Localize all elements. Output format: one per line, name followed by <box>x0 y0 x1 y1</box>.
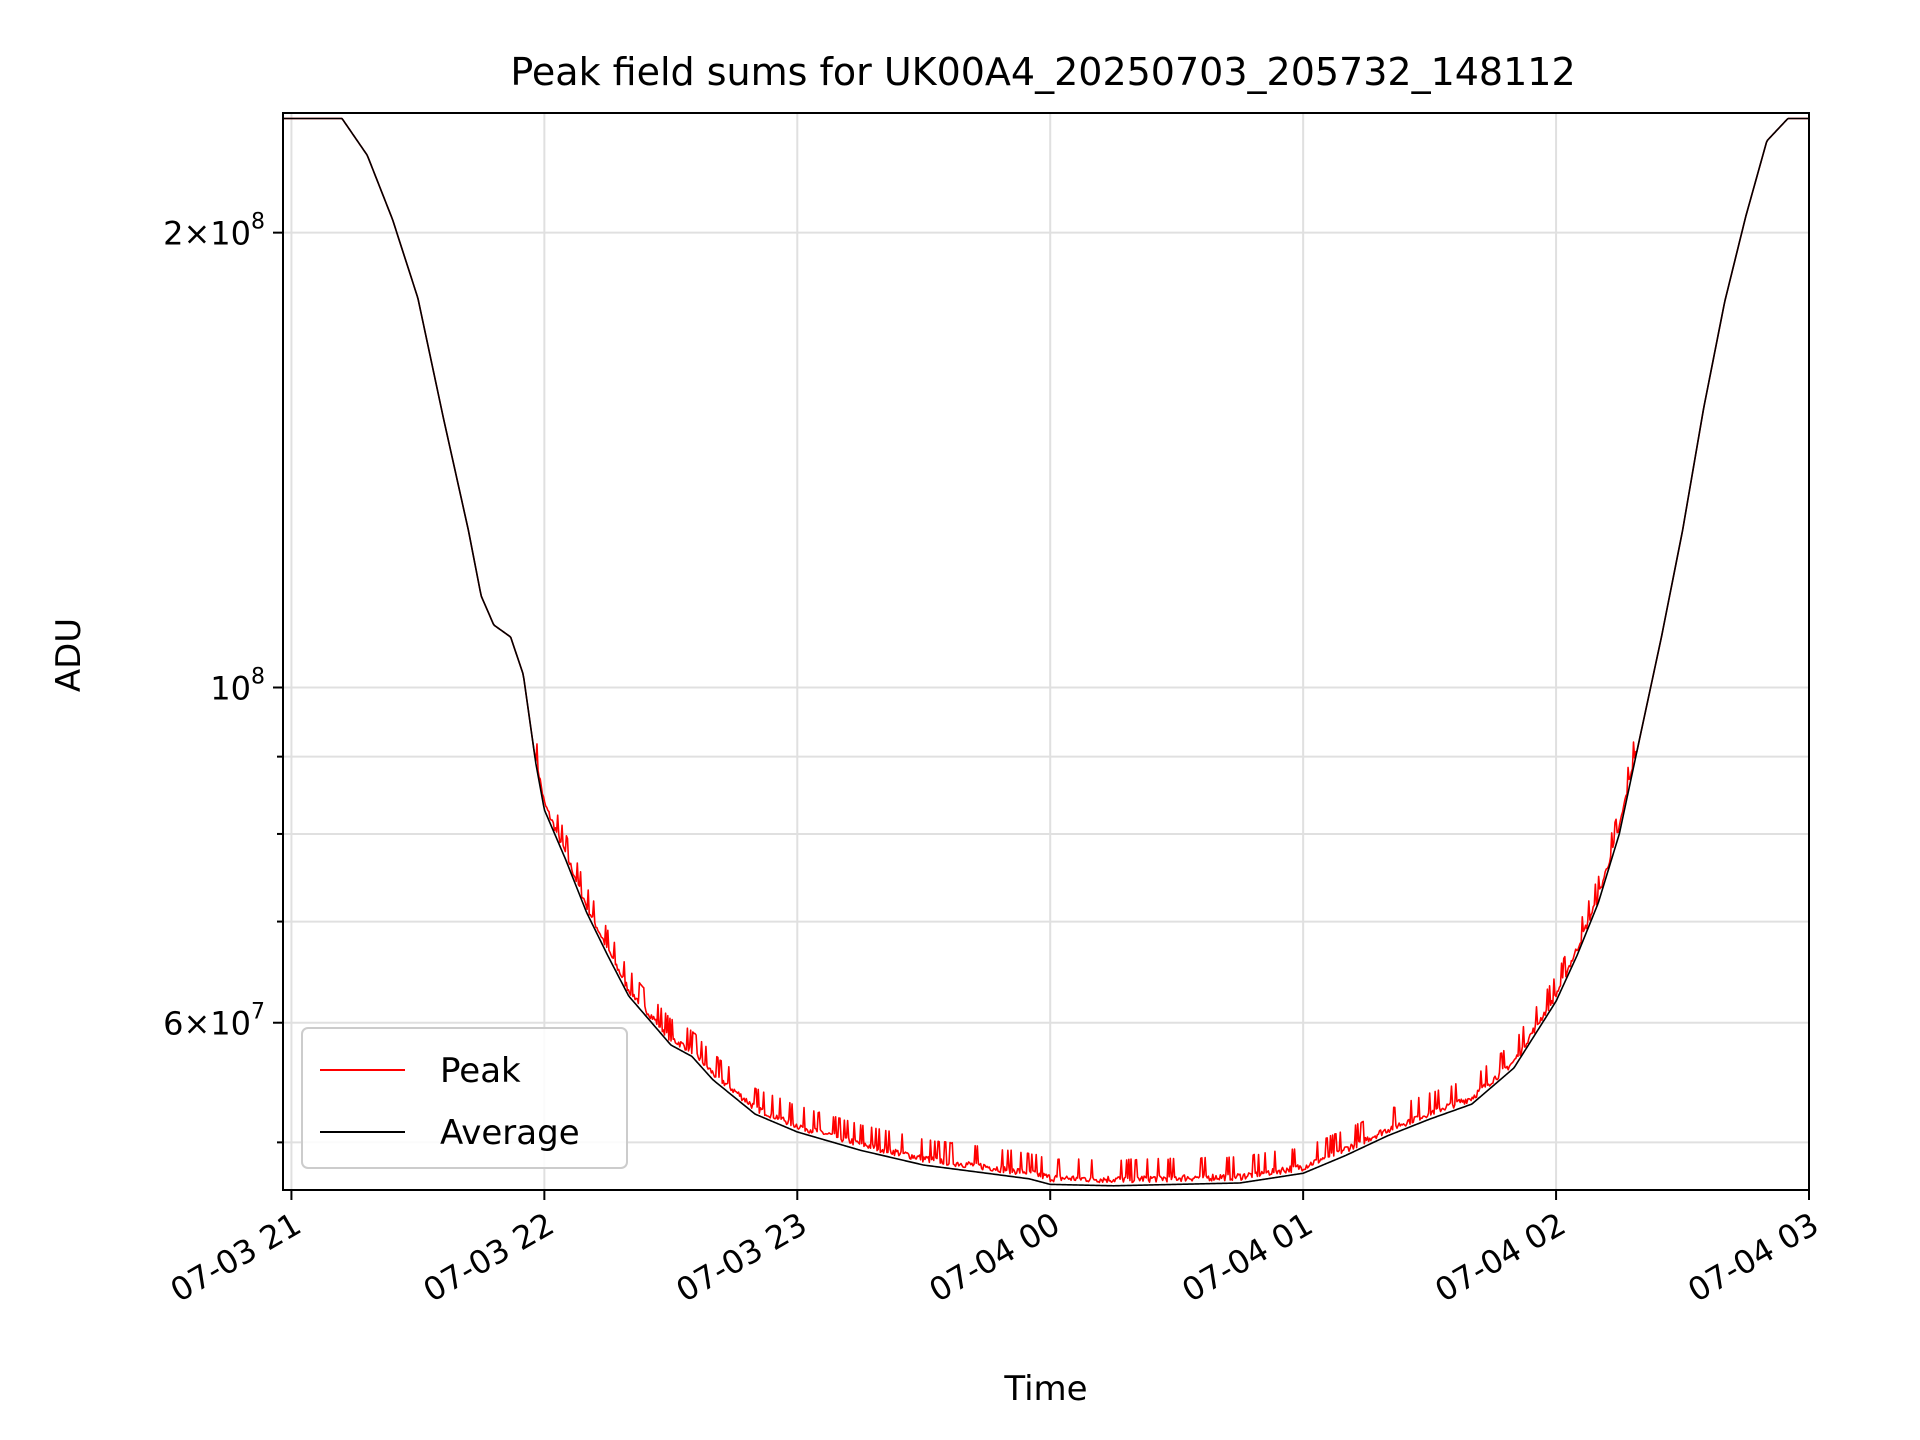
y-axis-label: ADU <box>49 618 89 692</box>
series-line-average <box>283 117 1809 1187</box>
y-tick-label: 2×108 <box>163 210 265 253</box>
chart-title: Peak field sums for UK00A4_20250703_2057… <box>510 50 1575 94</box>
x-axis-label: Time <box>1003 1369 1087 1409</box>
legend-label-average: Average <box>440 1113 580 1153</box>
legend-label-peak: Peak <box>440 1051 521 1091</box>
plot-frame <box>282 112 1810 1191</box>
legend: Peak Average <box>301 1027 628 1169</box>
series-line-peak <box>283 117 1809 1184</box>
y-tick-label: 6×107 <box>163 1000 265 1043</box>
series-layer <box>283 117 1809 1187</box>
y-axis: 6×107 108 2×108 <box>163 210 283 1144</box>
y-tick-label: 108 <box>210 665 265 708</box>
